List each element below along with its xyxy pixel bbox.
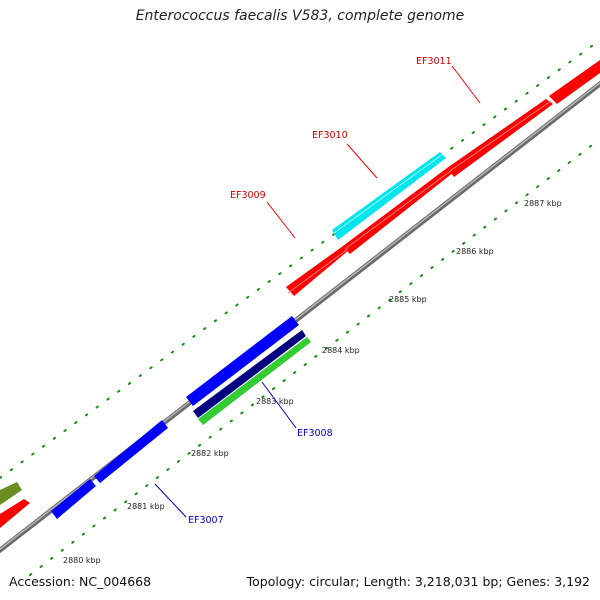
gene-ef3008-green[interactable] <box>198 337 311 425</box>
kbp-label: 2886 kbp <box>456 247 494 256</box>
gene-cyan-feature[interactable] <box>332 152 446 240</box>
kbp-label: 2882 kbp <box>191 449 229 458</box>
accession-text: Accession: NC_004668 <box>9 574 152 589</box>
forward-strand-genes <box>0 60 600 528</box>
gene-ef3008[interactable] <box>186 316 299 406</box>
kbp-label: 2883 kbp <box>256 397 294 406</box>
gene-ef3012[interactable] <box>549 60 600 104</box>
gene-label-ef3008[interactable]: EF3008 <box>297 428 333 439</box>
kbp-label: 2885 kbp <box>389 295 427 304</box>
kbp-label: 2884 kbp <box>322 346 360 355</box>
gene-ef3007-b[interactable] <box>94 420 168 483</box>
gene-label-ef3009[interactable]: EF3009 <box>230 190 266 201</box>
gene-ef3007-a[interactable] <box>51 479 96 519</box>
kbp-label: 2881 kbp <box>127 502 165 511</box>
kbp-label: 2880 kbp <box>63 556 101 565</box>
kbp-label: 2887 kbp <box>524 199 562 208</box>
gene-label-ef3010[interactable]: EF3010 <box>312 130 348 141</box>
genome-title: Enterococcus faecalis V583, complete gen… <box>135 8 465 24</box>
inner-tick-ruler <box>29 138 600 576</box>
outer-tick-ruler <box>0 39 600 479</box>
gene-olive-feature[interactable] <box>0 482 22 505</box>
label-leader-lines <box>154 65 481 518</box>
gene-labels: EF3011 EF3010 EF3009 EF3008 EF3007 <box>188 56 452 526</box>
genome-stats-text: Topology: circular; Length: 3,218,031 bp… <box>246 574 590 589</box>
gene-label-ef3011[interactable]: EF3011 <box>416 56 452 67</box>
gene-ef3008-dark[interactable] <box>193 330 306 418</box>
gene-label-ef3007[interactable]: EF3007 <box>188 515 224 526</box>
reverse-strand-genes <box>51 316 311 519</box>
kbp-tick-labels: 2880 kbp 2881 kbp 2882 kbp 2883 kbp 2884… <box>63 199 562 565</box>
gene-ef3006[interactable] <box>0 499 30 528</box>
